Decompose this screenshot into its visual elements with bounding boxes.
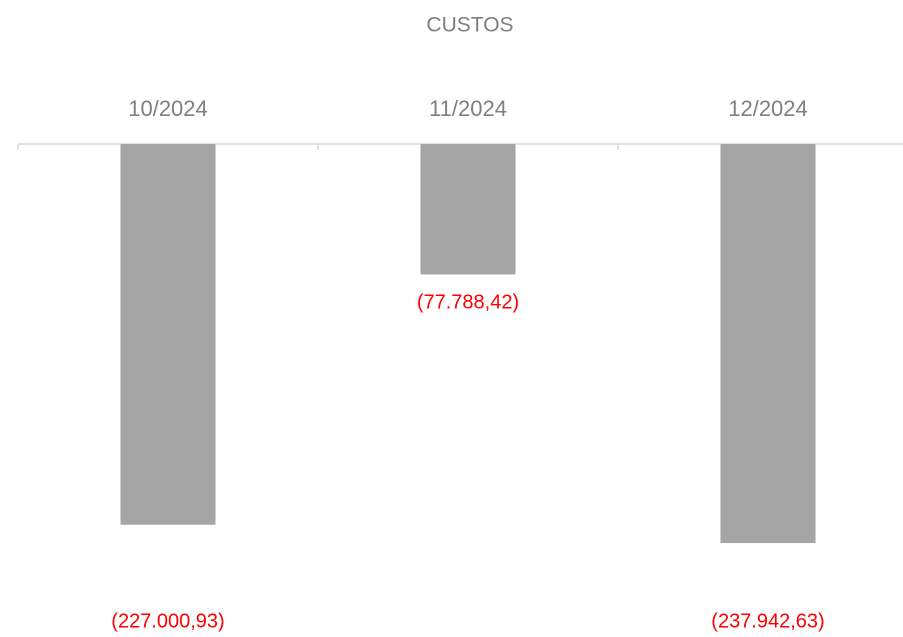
x-tick-label: 10/2024 <box>128 96 208 121</box>
bar <box>120 144 216 525</box>
data-label: (77.788,42) <box>417 292 519 314</box>
bar <box>420 144 516 275</box>
bar <box>720 144 816 544</box>
x-tick-label: 12/2024 <box>728 96 808 121</box>
x-tick-label: 11/2024 <box>429 96 507 121</box>
data-label: (227.000,93) <box>111 610 224 632</box>
data-label: (237.942,63) <box>711 610 824 632</box>
chart-title: CUSTOS <box>426 14 513 37</box>
